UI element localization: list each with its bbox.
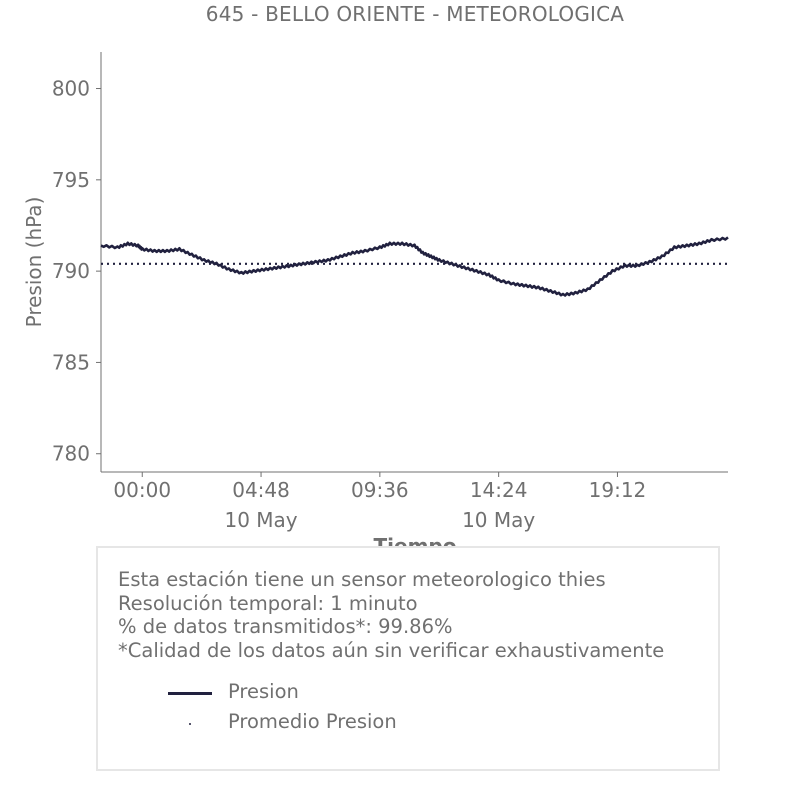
y-tick-label: 795 bbox=[52, 168, 90, 192]
x-tick-label: 00:00 bbox=[113, 478, 171, 502]
x-tick-label: 14:24 bbox=[470, 478, 528, 502]
y-tick-label: 785 bbox=[52, 350, 90, 374]
legend: Presion Promedio Presion bbox=[168, 680, 568, 740]
y-tick-label: 790 bbox=[52, 259, 90, 283]
legend-item-promedio: Promedio Presion bbox=[168, 710, 568, 740]
legend-dot-swatch bbox=[189, 723, 191, 725]
legend-label-promedio: Promedio Presion bbox=[228, 710, 397, 733]
info-box: Esta estación tiene un sensor meteorolog… bbox=[96, 546, 720, 771]
pressure-series-line bbox=[100, 236, 729, 297]
legend-item-presion: Presion bbox=[168, 680, 568, 710]
y-axis-label: Presion (hPa) bbox=[22, 197, 46, 328]
x-tick-label: 09:36 bbox=[351, 478, 409, 502]
info-line-quality-note: *Calidad de los datos aún sin verificar … bbox=[118, 638, 665, 662]
pressure-chart: 780 785 790 795 800 00:00 04:48 10 May 09:36 14:2… bbox=[22, 52, 729, 558]
y-tick-label: 780 bbox=[52, 442, 90, 466]
chart-title: 645 - BELLO ORIENTE - METEOROLOGICA bbox=[205, 2, 625, 26]
x-tick-label: 04:48 bbox=[232, 478, 290, 502]
x-tick-sublabel: 10 May bbox=[462, 508, 535, 532]
y-tick-label: 800 bbox=[52, 77, 90, 101]
info-line-sensor: Esta estación tiene un sensor meteorolog… bbox=[118, 568, 606, 591]
x-tick-label: 19:12 bbox=[589, 478, 647, 502]
legend-line-swatch bbox=[168, 692, 212, 695]
legend-label-presion: Presion bbox=[228, 680, 299, 703]
info-line-resolution: Resolución temporal: 1 minuto bbox=[118, 591, 418, 615]
info-text: Esta estación tiene un sensor meteorolog… bbox=[118, 568, 664, 662]
x-tick-sublabel: 10 May bbox=[224, 508, 297, 532]
info-line-transmitted: % de datos transmitidos*: 99.86% bbox=[118, 615, 453, 638]
